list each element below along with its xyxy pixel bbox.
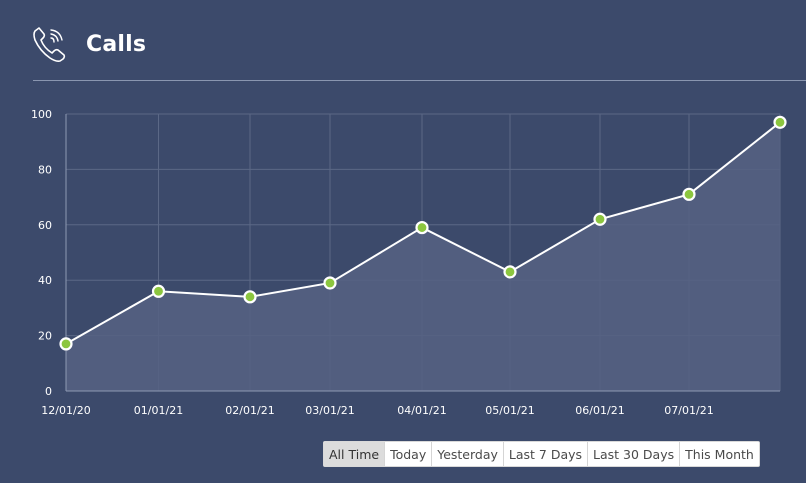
range-yesterday-button[interactable]: Yesterday [431, 442, 503, 466]
x-tick-label: 04/01/21 [397, 404, 446, 417]
header-divider [33, 80, 806, 81]
data-point [773, 115, 787, 129]
data-point [503, 265, 517, 279]
area-fill [66, 122, 780, 391]
data-point [682, 187, 696, 201]
range-last-30-days-button[interactable]: Last 30 Days [587, 442, 680, 466]
x-tick-label: 07/01/21 [664, 404, 713, 417]
data-point [151, 284, 166, 298]
data-point [243, 290, 257, 304]
data-point [323, 276, 337, 290]
phone-ringing-icon [33, 27, 66, 62]
y-tick-label: 80 [38, 163, 52, 176]
data-point [59, 337, 73, 351]
chart-title: Calls [86, 31, 147, 57]
chart-header: Calls [30, 24, 146, 64]
data-point [415, 220, 429, 235]
range-all-time-button[interactable]: All Time [324, 442, 385, 466]
y-tick-label: 40 [38, 274, 52, 287]
y-tick-label: 20 [38, 330, 52, 343]
date-range-selector: All Time Today Yesterday Last 7 Days Last 30… [323, 441, 760, 467]
y-tick-label: 60 [38, 219, 52, 232]
range-today-button[interactable]: Today [384, 442, 432, 466]
range-this-month-button[interactable]: This Month [679, 442, 759, 466]
x-tick-label: 02/01/21 [225, 404, 274, 417]
y-tick-label: 0 [45, 385, 52, 398]
x-tick-label: 12/01/20 [41, 404, 90, 417]
y-tick-label: 100 [31, 108, 52, 121]
data-point [593, 212, 607, 226]
range-last-7-days-button[interactable]: Last 7 Days [502, 442, 588, 466]
x-tick-label: 06/01/21 [575, 404, 624, 417]
x-tick-label: 05/01/21 [485, 404, 534, 417]
x-tick-label: 03/01/21 [305, 404, 354, 417]
x-tick-label: 01/01/21 [134, 404, 183, 417]
